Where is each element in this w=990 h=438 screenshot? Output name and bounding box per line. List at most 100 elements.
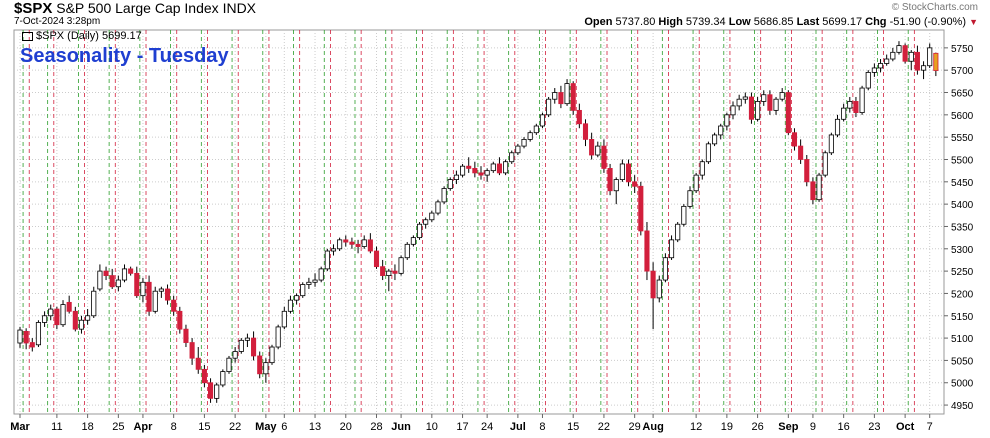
candle-body bbox=[115, 279, 121, 288]
x-tick-label: 18 bbox=[81, 421, 93, 433]
candle-body bbox=[423, 219, 429, 225]
candle-body bbox=[380, 266, 386, 276]
candle-body bbox=[902, 45, 908, 62]
open-label: Open bbox=[584, 16, 613, 28]
candle-body bbox=[158, 288, 164, 292]
x-tick-label: 26 bbox=[751, 421, 763, 433]
candle-body bbox=[687, 190, 693, 207]
candle-body bbox=[416, 223, 423, 239]
candle-body bbox=[171, 299, 177, 312]
y-tick-label: 5050 bbox=[951, 356, 974, 367]
candle-body bbox=[435, 201, 441, 214]
x-tick-label: Aug bbox=[642, 421, 663, 433]
candle-body bbox=[638, 185, 644, 232]
legend: $SPX (Daily) 5699.17 bbox=[22, 30, 142, 42]
candle-body bbox=[515, 145, 521, 154]
candle-body bbox=[546, 98, 552, 116]
candle-body bbox=[650, 270, 656, 299]
y-tick-label: 5550 bbox=[951, 133, 974, 144]
low-value: 5686.85 bbox=[753, 16, 794, 28]
candle-body bbox=[755, 101, 761, 120]
candle-body bbox=[29, 342, 35, 348]
candle-body bbox=[822, 152, 828, 176]
x-tick-label: 22 bbox=[229, 421, 241, 433]
candle-body bbox=[472, 168, 478, 174]
candle-body bbox=[121, 268, 128, 281]
x-tick-label: Oct bbox=[896, 421, 915, 433]
candle-body bbox=[859, 87, 865, 114]
candle-body bbox=[589, 138, 595, 156]
x-tick-label: 15 bbox=[567, 421, 579, 433]
candle-body bbox=[595, 145, 601, 156]
candle-body bbox=[877, 63, 884, 69]
candle-body bbox=[287, 299, 294, 312]
x-tick-label: 19 bbox=[721, 421, 733, 433]
candle-body bbox=[349, 241, 355, 245]
chart-date: 7-Oct-2024 3:28pm bbox=[14, 16, 101, 27]
candle-body bbox=[91, 290, 97, 317]
last-label: Last bbox=[796, 16, 820, 28]
candle-body bbox=[226, 357, 232, 372]
y-tick-label: 5450 bbox=[951, 178, 974, 189]
candle-body bbox=[884, 58, 890, 64]
candle-body bbox=[48, 308, 54, 317]
candle-body bbox=[232, 351, 238, 359]
x-tick-label: 23 bbox=[868, 421, 880, 433]
candle-body bbox=[779, 92, 785, 100]
candle-body bbox=[257, 355, 263, 375]
y-tick-label: 5100 bbox=[951, 334, 974, 345]
x-tick-label: 17 bbox=[456, 421, 468, 433]
candle-body bbox=[828, 134, 834, 154]
candle-body bbox=[539, 114, 546, 127]
candle-body bbox=[54, 308, 60, 326]
candle-body bbox=[207, 382, 214, 399]
candle-body bbox=[693, 174, 699, 192]
candle-body bbox=[804, 159, 810, 183]
y-tick-label: 5350 bbox=[951, 222, 974, 233]
candle-body bbox=[619, 163, 625, 180]
candle-body bbox=[140, 281, 146, 297]
y-tick-label: 5150 bbox=[951, 312, 974, 323]
candle-body bbox=[662, 257, 668, 281]
x-tick-label: 7 bbox=[927, 421, 933, 433]
candle-body bbox=[644, 230, 650, 272]
candle-body bbox=[785, 92, 791, 134]
candle-body bbox=[429, 212, 435, 221]
candle-body bbox=[361, 239, 367, 247]
x-tick-label: 24 bbox=[481, 421, 493, 433]
candle-body bbox=[337, 239, 343, 250]
candle-body bbox=[564, 83, 570, 105]
candle-body bbox=[834, 118, 841, 136]
candle-body bbox=[398, 257, 404, 274]
candle-body bbox=[23, 330, 29, 344]
y-tick-label: 5300 bbox=[951, 245, 974, 256]
y-tick-label: 5600 bbox=[951, 111, 974, 122]
candle-body bbox=[699, 161, 705, 176]
y-tick-label: 5650 bbox=[951, 89, 974, 100]
last-value: 5699.17 bbox=[822, 16, 863, 28]
candle-body bbox=[521, 138, 527, 147]
candle-body bbox=[447, 179, 453, 189]
candle-body bbox=[890, 51, 896, 60]
candle-body bbox=[97, 270, 103, 290]
candle-body bbox=[675, 223, 681, 241]
candle-body bbox=[66, 301, 72, 312]
candle-body bbox=[712, 134, 718, 145]
security-name: S&P 500 Large Cap Index bbox=[56, 0, 219, 16]
candle-body bbox=[294, 295, 300, 301]
candle-body bbox=[367, 239, 373, 252]
candle-body bbox=[318, 268, 324, 281]
candle-body bbox=[281, 310, 287, 328]
candle-body bbox=[484, 170, 490, 176]
candle-body bbox=[558, 92, 564, 105]
candle-body bbox=[841, 107, 847, 120]
candle-body bbox=[244, 337, 250, 341]
candle-body bbox=[103, 270, 109, 276]
x-tick-label: 10 bbox=[426, 421, 438, 433]
candle-body bbox=[60, 304, 66, 326]
x-tick-label: Jun bbox=[391, 421, 411, 433]
candle-body bbox=[441, 188, 447, 203]
legend-swatch-icon bbox=[22, 31, 33, 41]
candle-body bbox=[576, 109, 582, 125]
